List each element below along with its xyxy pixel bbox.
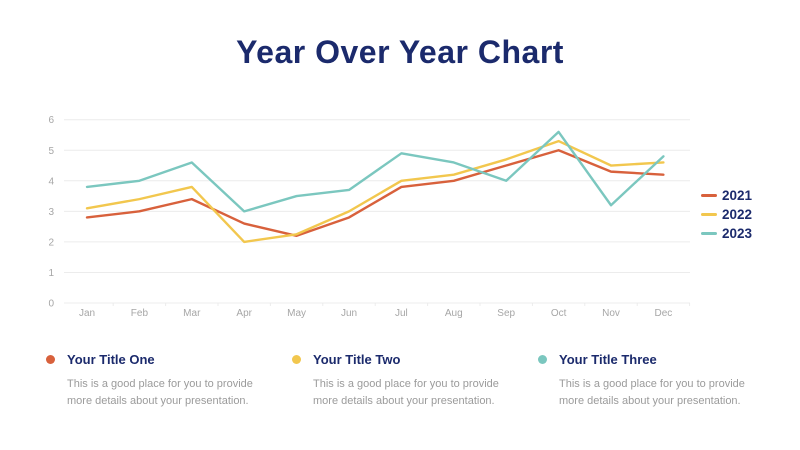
footer-head: Your Title Two <box>286 352 526 368</box>
legend-item-2022: 2022 <box>701 207 752 222</box>
x-axis-label-jan: Jan <box>79 308 95 319</box>
x-axis-label-apr: Apr <box>236 308 252 319</box>
series-line-2021 <box>85 149 665 237</box>
footer-item-description: This is a good place for you to provide … <box>559 377 745 407</box>
x-axis-label-oct: Oct <box>551 308 567 319</box>
legend-dash-icon <box>701 194 717 197</box>
chart-legend: 2021 2022 2023 <box>701 188 752 241</box>
bullet-dot-icon <box>538 355 547 365</box>
footer-item-two: Your Title Two This is a good place for … <box>286 352 526 410</box>
footer-item-description: This is a good place for you to provide … <box>313 377 499 407</box>
x-axis-label-dec: Dec <box>655 308 673 319</box>
x-axis-label-jun: Jun <box>341 308 357 319</box>
footer-item-title: Your Title Two <box>313 352 401 367</box>
footer-head: Your Title One <box>40 352 280 368</box>
legend-dash-icon <box>701 213 717 216</box>
footer-item-description: This is a good place for you to provide … <box>67 377 253 407</box>
x-axis-label-mar: Mar <box>183 308 201 319</box>
y-axis-tick-label: 2 <box>48 237 54 248</box>
bullet-dot-icon <box>292 355 301 365</box>
legend-dash-icon <box>701 232 717 235</box>
footer-item-title: Your Title One <box>67 352 155 367</box>
footer-item-three: Your Title Three This is a good place fo… <box>532 352 772 410</box>
legend-label: 2021 <box>722 187 753 203</box>
y-axis-tick-label: 6 <box>48 115 54 126</box>
x-axis-label-may: May <box>287 308 306 319</box>
y-axis-tick-label: 0 <box>48 299 54 310</box>
bullet-dot-icon <box>46 355 55 365</box>
legend-label: 2023 <box>722 225 753 241</box>
footer-head: Your Title Three <box>532 352 772 368</box>
y-axis-tick-label: 4 <box>48 176 54 187</box>
legend-label: 2022 <box>722 206 753 222</box>
y-axis-tick-label: 3 <box>48 207 54 218</box>
x-axis-label-aug: Aug <box>445 308 463 319</box>
y-axis-tick-label: 1 <box>48 268 54 279</box>
legend-item-2023: 2023 <box>701 226 752 241</box>
x-axis-label-feb: Feb <box>131 308 149 319</box>
x-axis-label-jul: Jul <box>395 308 408 319</box>
footer-item-one: Your Title One This is a good place for … <box>40 352 280 410</box>
series-line-2023 <box>85 130 665 213</box>
x-axis-label-sep: Sep <box>497 308 515 319</box>
legend-item-2021: 2021 <box>701 188 752 203</box>
y-axis-tick-label: 5 <box>48 146 54 157</box>
x-axis-label-nov: Nov <box>602 308 620 319</box>
slide-title: Year Over Year Chart <box>236 34 564 70</box>
footer-item-title: Your Title Three <box>559 352 657 367</box>
